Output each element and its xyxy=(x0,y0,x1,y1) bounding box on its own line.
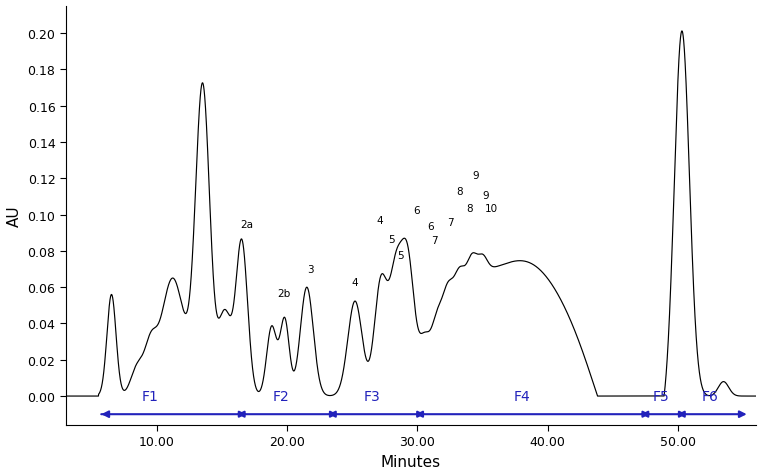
Text: F6: F6 xyxy=(702,389,719,404)
Text: F5: F5 xyxy=(652,389,669,404)
Text: 8: 8 xyxy=(456,187,462,197)
Text: 10: 10 xyxy=(485,203,498,213)
Text: 7: 7 xyxy=(447,218,453,228)
Text: 2a: 2a xyxy=(240,219,253,229)
Text: 4: 4 xyxy=(376,216,383,226)
Text: F2: F2 xyxy=(272,389,289,404)
Text: 7: 7 xyxy=(431,236,438,246)
Text: 5: 5 xyxy=(398,250,404,260)
Text: 4: 4 xyxy=(352,278,359,288)
Text: 6: 6 xyxy=(427,221,434,231)
Text: F4: F4 xyxy=(513,389,530,404)
Text: 5: 5 xyxy=(388,234,394,244)
Y-axis label: AU: AU xyxy=(7,205,22,227)
Text: 9: 9 xyxy=(482,191,488,201)
Text: F1: F1 xyxy=(142,389,159,404)
Text: 2b: 2b xyxy=(277,288,290,298)
Text: 8: 8 xyxy=(466,203,473,213)
X-axis label: Minutes: Minutes xyxy=(381,454,441,469)
Text: 3: 3 xyxy=(307,265,314,275)
Text: 9: 9 xyxy=(473,171,479,181)
Text: F3: F3 xyxy=(363,389,380,404)
Text: 6: 6 xyxy=(413,205,420,215)
